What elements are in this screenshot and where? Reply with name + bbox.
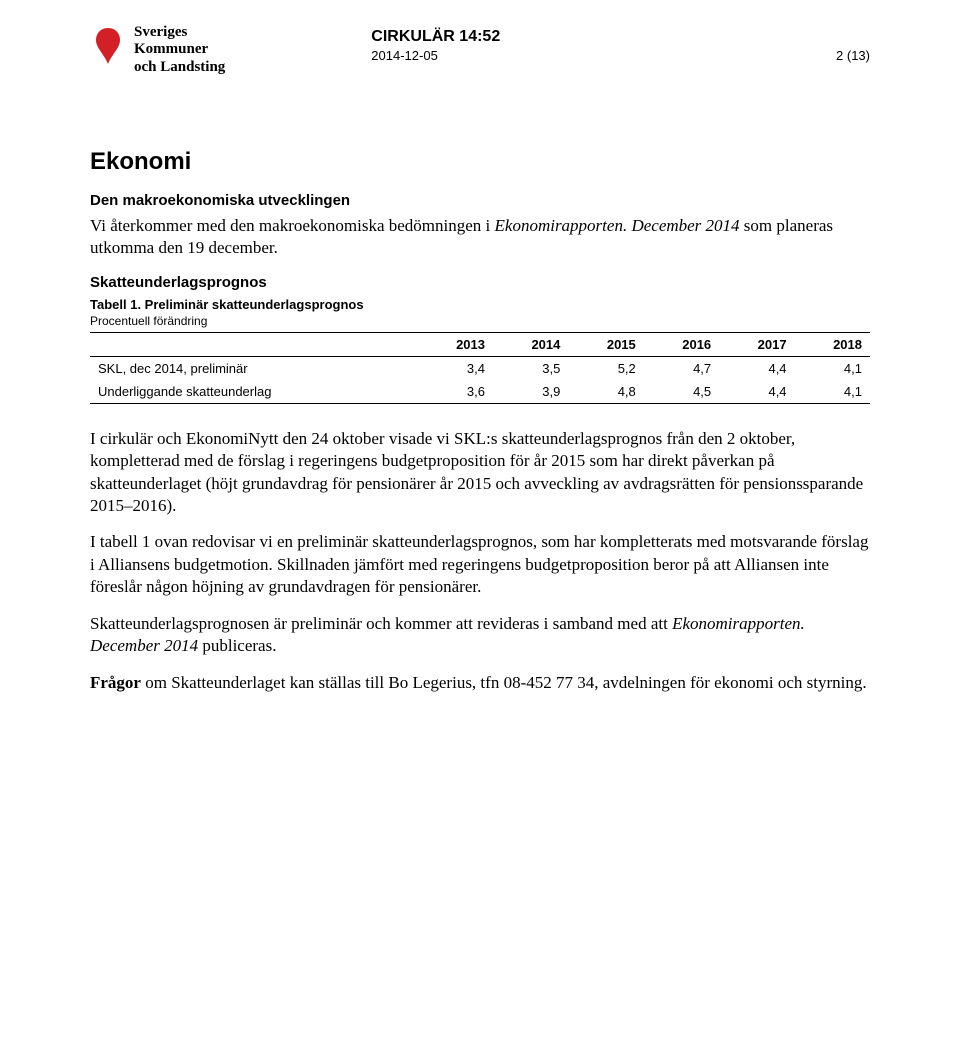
col-2014: 2014 bbox=[493, 332, 568, 356]
para1-pre: Vi återkommer med den makroekonomiska be… bbox=[90, 216, 495, 235]
page-number: 2 (13) bbox=[836, 48, 870, 63]
col-2015: 2015 bbox=[568, 332, 643, 356]
doc-meta: CIRKULÄR 14:52 2014-12-05 bbox=[371, 28, 500, 63]
paragraph-3: I tabell 1 ovan redovisar vi en prelimin… bbox=[90, 531, 870, 598]
page: Sveriges Kommuner och Landsting CIRKULÄR… bbox=[0, 0, 960, 1040]
table-header-row: 2013 2014 2015 2016 2017 2018 bbox=[90, 332, 870, 356]
row0-v2: 5,2 bbox=[568, 356, 643, 380]
para5-rest: om Skatteunderlaget kan ställas till Bo … bbox=[141, 673, 867, 692]
col-2017: 2017 bbox=[719, 332, 794, 356]
row1-label: Underliggande skatteunderlag bbox=[90, 380, 418, 404]
row1-v5: 4,1 bbox=[795, 380, 870, 404]
logo-text-line3: och Landsting bbox=[134, 59, 225, 76]
row0-v3: 4,7 bbox=[644, 356, 719, 380]
table-caption: Tabell 1. Preliminär skatteunderlagsprog… bbox=[90, 297, 870, 312]
paragraph-4: Skatteunderlagsprognosen är preliminär o… bbox=[90, 613, 870, 658]
subsection-macro: Den makroekonomiska utvecklingen bbox=[90, 192, 870, 209]
row1-v4: 4,4 bbox=[719, 380, 794, 404]
prognos-table: 2013 2014 2015 2016 2017 2018 SKL, dec 2… bbox=[90, 332, 870, 404]
row0-v0: 3,4 bbox=[418, 356, 493, 380]
row0-label: SKL, dec 2014, preliminär bbox=[90, 356, 418, 380]
paragraph-5: Frågor om Skatteunderlaget kan ställas t… bbox=[90, 672, 870, 694]
para4-pre: Skatteunderlagsprognosen är preliminär o… bbox=[90, 614, 672, 633]
subsection-prognos: Skatteunderlagsprognos bbox=[90, 274, 870, 291]
row1-v2: 4,8 bbox=[568, 380, 643, 404]
paragraph-2: I cirkulär och EkonomiNytt den 24 oktobe… bbox=[90, 428, 870, 518]
logo-text-line1: Sveriges bbox=[134, 24, 225, 41]
row0-v4: 4,4 bbox=[719, 356, 794, 380]
logo-block: Sveriges Kommuner och Landsting bbox=[90, 24, 225, 76]
row1-v0: 3,6 bbox=[418, 380, 493, 404]
logo-text-line2: Kommuner bbox=[134, 41, 225, 58]
col-2013: 2013 bbox=[418, 332, 493, 356]
row0-v5: 4,1 bbox=[795, 356, 870, 380]
table-row: Underliggande skatteunderlag 3,6 3,9 4,8… bbox=[90, 380, 870, 404]
logo-text: Sveriges Kommuner och Landsting bbox=[134, 24, 225, 76]
paragraph-1: Vi återkommer med den makroekonomiska be… bbox=[90, 215, 870, 260]
para5-bold: Frågor bbox=[90, 673, 141, 692]
para4-post: publiceras. bbox=[198, 636, 276, 655]
col-2016: 2016 bbox=[644, 332, 719, 356]
row0-v1: 3,5 bbox=[493, 356, 568, 380]
table-subcaption: Procentuell förändring bbox=[90, 314, 870, 328]
col-blank bbox=[90, 332, 418, 356]
skl-logo-icon bbox=[90, 24, 126, 68]
section-title: Ekonomi bbox=[90, 148, 870, 176]
header: Sveriges Kommuner och Landsting CIRKULÄR… bbox=[90, 24, 870, 76]
row1-v3: 4,5 bbox=[644, 380, 719, 404]
row1-v1: 3,9 bbox=[493, 380, 568, 404]
doc-title: CIRKULÄR 14:52 bbox=[371, 28, 500, 46]
doc-date: 2014-12-05 bbox=[371, 48, 500, 63]
col-2018: 2018 bbox=[795, 332, 870, 356]
table-row: SKL, dec 2014, preliminär 3,4 3,5 5,2 4,… bbox=[90, 356, 870, 380]
para1-italic: Ekonomirapporten. December 2014 bbox=[495, 216, 740, 235]
